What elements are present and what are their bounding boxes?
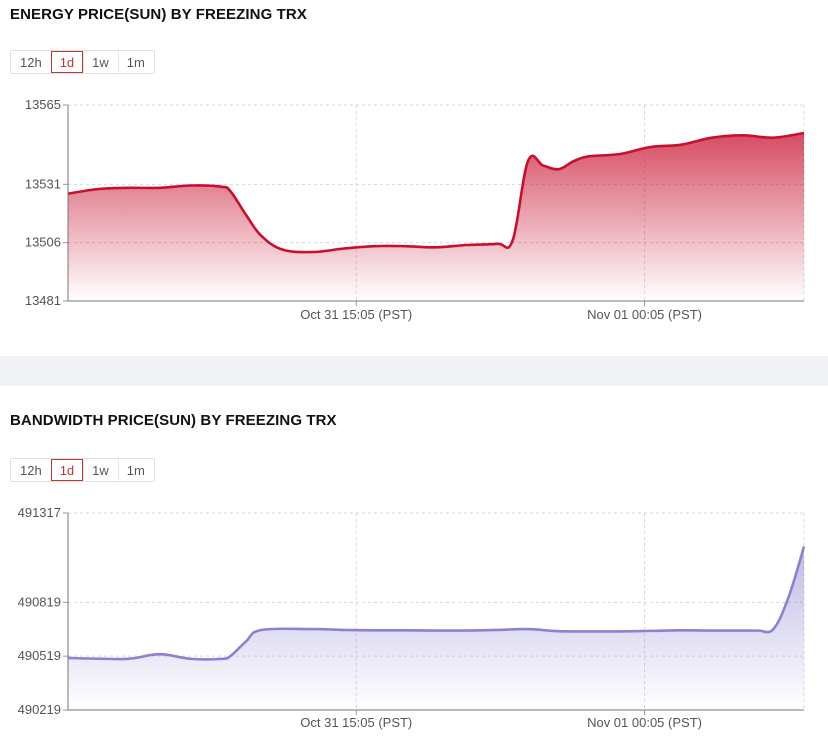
range-1w-button[interactable]: 1w [83, 459, 118, 481]
energy-price-chart: 13565 13531 13506 13481 Oct 31 15:05 (PST) No… [25, 97, 805, 322]
energy-price-panel: ENERGY PRICE(SUN) BY FREEZING TRX 12h 1d… [0, 0, 828, 356]
series-line [67, 131, 805, 254]
bandwidth-price-panel: BANDWIDTH PRICE(SUN) BY FREEZING TRX 12h… [0, 386, 828, 738]
series-line [67, 546, 806, 661]
range-1m-button[interactable]: 1m [117, 459, 154, 481]
range-1d-button[interactable]: 1d [50, 51, 84, 73]
y-tick-label: 490219 [18, 702, 61, 717]
y-tick-label: 13531 [25, 176, 61, 191]
range-1w-button[interactable]: 1w [83, 51, 118, 73]
range-1d-button[interactable]: 1d [50, 459, 84, 481]
x-tick-label: Nov 01 00:05 (PST) [587, 715, 702, 730]
time-range-selector: 12h 1d 1w 1m [10, 458, 155, 482]
y-tick-label: 491317 [18, 505, 61, 520]
range-12h-button[interactable]: 12h [11, 459, 51, 481]
x-tick-label: Nov 01 00:05 (PST) [587, 307, 702, 322]
range-1m-button[interactable]: 1m [117, 51, 154, 73]
y-tick-label: 490519 [18, 648, 61, 663]
panel-divider [0, 356, 828, 386]
series-area [68, 546, 804, 710]
y-tick-label: 13565 [25, 97, 61, 112]
x-tick-label: Oct 31 15:05 (PST) [300, 715, 412, 730]
chart-title: ENERGY PRICE(SUN) BY FREEZING TRX [10, 6, 307, 23]
chart-title: BANDWIDTH PRICE(SUN) BY FREEZING TRX [10, 412, 337, 429]
series-area [68, 133, 804, 301]
time-range-selector: 12h 1d 1w 1m [10, 50, 155, 74]
range-12h-button[interactable]: 12h [11, 51, 51, 73]
x-tick-label: Oct 31 15:05 (PST) [300, 307, 412, 322]
y-tick-label: 13506 [25, 235, 61, 250]
y-tick-label: 490819 [18, 594, 61, 609]
bandwidth-price-chart: 491317 490819 490519 490219 Oct 31 15:05 (PS… [18, 505, 806, 730]
y-tick-label: 13481 [25, 293, 61, 308]
